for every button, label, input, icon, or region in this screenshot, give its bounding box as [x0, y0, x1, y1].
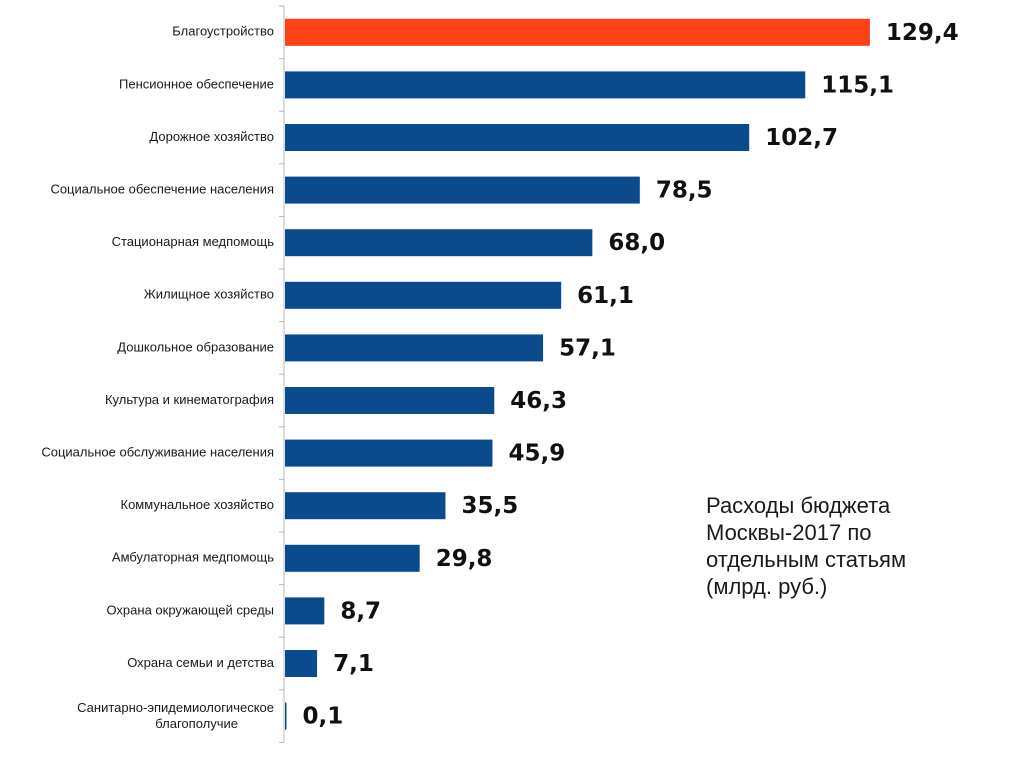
category-label: Жилищное хозяйство [144, 287, 274, 302]
data-label: 29,8 [436, 546, 493, 572]
category-label: Благоустройство [172, 24, 274, 39]
bar [285, 124, 750, 151]
bar [285, 702, 287, 730]
data-label: 57,1 [559, 335, 616, 361]
bar [285, 334, 544, 362]
bar [285, 387, 495, 414]
bar [285, 176, 640, 204]
bar [285, 492, 446, 520]
category-label: Санитарно-эпидемиологическое благополучие [77, 700, 274, 731]
data-label: 129,4 [886, 20, 959, 46]
bar [285, 281, 562, 309]
bar [285, 597, 325, 625]
data-label: 61,1 [577, 283, 634, 309]
data-label: 35,5 [461, 493, 518, 519]
bar [285, 650, 318, 677]
data-label: 78,5 [656, 178, 713, 204]
chart-title: Расходы бюджета Москвы-2017 по отдельным… [706, 492, 996, 600]
category-labels: Благоустройство Пенсионное обеспечение Дор… [41, 24, 274, 731]
category-label: Дошкольное образование [117, 339, 274, 354]
data-label: 8,7 [340, 598, 381, 624]
category-label: Охрана окружающей среды [106, 602, 274, 617]
bar [285, 18, 870, 46]
chart-title-line: Москвы-2017 по [706, 520, 872, 545]
data-label: 115,1 [821, 72, 894, 98]
category-label: Амбулаторная медпомощь [112, 550, 274, 565]
data-label: 0,1 [303, 704, 344, 730]
chart-title-line: Расходы бюджета [706, 493, 891, 518]
data-label: 45,9 [508, 441, 565, 467]
category-label: Социальное обеспечение населения [50, 182, 274, 197]
data-label: 102,7 [765, 125, 838, 151]
bar [285, 544, 420, 572]
category-label: Пенсионное обеспечение [119, 76, 274, 91]
bar [285, 229, 593, 257]
category-axis [279, 5, 285, 743]
category-label: Коммунальное хозяйство [121, 497, 275, 512]
data-label: 68,0 [608, 230, 665, 256]
chart-title-line: отдельным статьям [706, 547, 907, 572]
category-label: Культура и кинематография [105, 392, 274, 407]
category-label: Охрана семьи и детства [127, 655, 275, 670]
category-label: Дорожное хозяйство [149, 129, 274, 144]
bars [285, 18, 870, 730]
data-label: 46,3 [510, 388, 567, 414]
bar [285, 439, 493, 467]
bar [285, 71, 806, 99]
chart-title-line: (млрд. руб.) [706, 574, 828, 599]
category-label: Социальное обслуживание населения [41, 445, 274, 460]
category-label: Стационарная медпомощь [112, 234, 275, 249]
value-labels: 129,4 115,1 102,7 78,5 68,0 61,1 57,1 46,3 45,9 3… [303, 20, 959, 730]
data-label: 7,1 [333, 651, 374, 677]
